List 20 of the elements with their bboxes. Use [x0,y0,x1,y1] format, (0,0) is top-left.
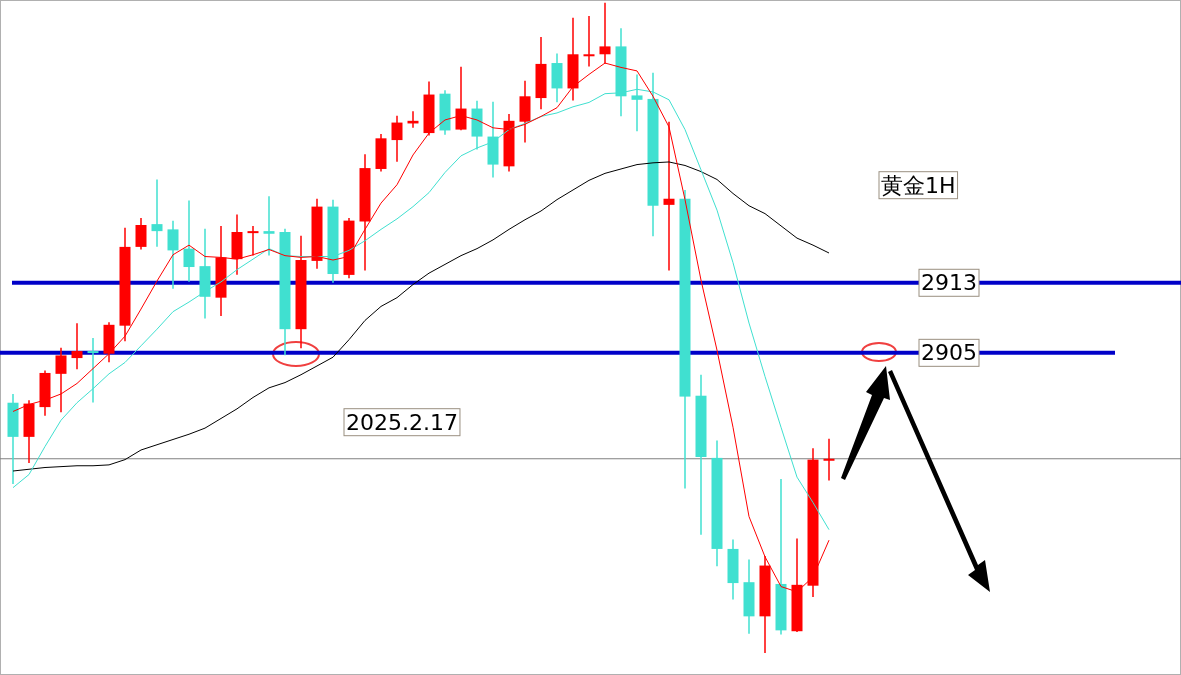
candlestick [263,196,275,256]
candlestick [663,121,675,271]
candlestick [55,347,67,413]
y-tick-label: 2905 [921,340,977,366]
candlestick [631,74,643,132]
candlestick [823,438,835,481]
title: 黄金1H [881,172,956,198]
candlestick [135,218,147,250]
candlestick [583,15,595,67]
candlestick [151,179,163,247]
candlestick [167,220,179,289]
candlestick [87,338,99,403]
candlestick [247,226,259,256]
candlestick [455,66,467,131]
annotation: 2025.2.17 [346,409,458,435]
candlestick [71,323,83,370]
candlestick [599,2,611,64]
candlestick [391,115,403,162]
candlestick [183,200,195,282]
y-tick-label: 2913 [921,270,977,296]
